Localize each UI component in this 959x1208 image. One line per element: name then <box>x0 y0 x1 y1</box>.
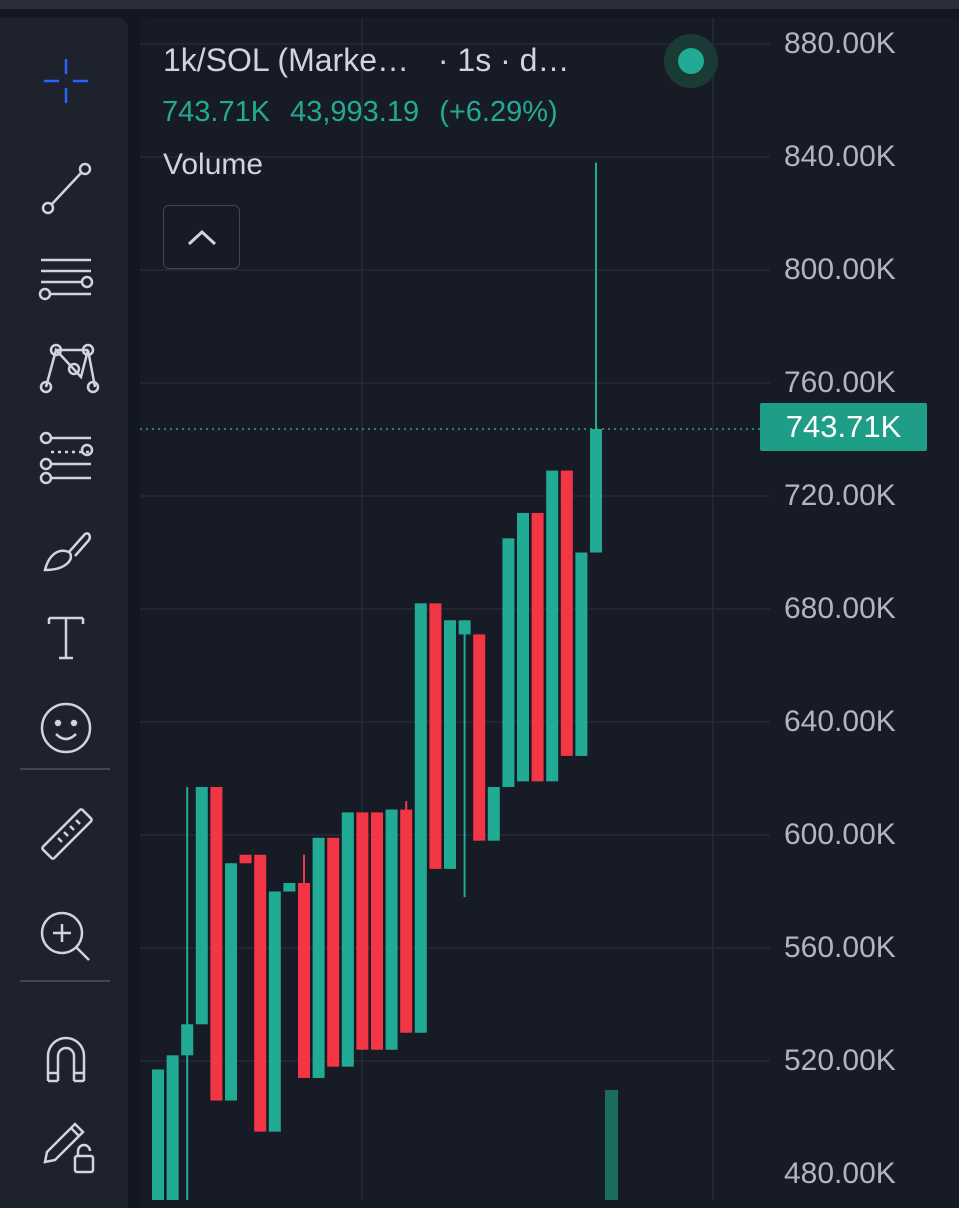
candle-body <box>341 812 354 1067</box>
candle-body <box>575 552 588 756</box>
candle-body <box>283 883 296 892</box>
price-axis-label: 680.00K <box>784 592 896 625</box>
candle-body <box>371 812 383 1050</box>
candle-body <box>546 470 559 782</box>
price-axis-label: 760.00K <box>784 366 896 399</box>
candle-body <box>502 538 515 787</box>
change-percent: (+6.29%) <box>439 96 558 128</box>
candle-body <box>239 854 252 864</box>
volume-bar <box>605 1090 618 1200</box>
candle-body <box>385 809 398 1050</box>
price-axis-label: 880.00K <box>784 27 896 60</box>
ruler-icon[interactable] <box>14 798 118 872</box>
candle-body <box>356 812 369 1050</box>
change-absolute: 43,993.19 <box>290 96 420 128</box>
candle-body <box>400 809 413 1033</box>
emoji-icon[interactable] <box>14 690 118 764</box>
collapse-legend-button[interactable] <box>163 205 240 269</box>
interval-label: · 1s · d… <box>437 42 570 78</box>
legend-title[interactable]: 1k/SOL (Marke… · 1s · d… <box>163 42 569 79</box>
last-price: 743.71K <box>162 96 271 128</box>
toolbar-divider <box>20 768 110 770</box>
price-axis-label: 720.00K <box>784 479 896 512</box>
legend-values: 743.71K 43,993.19 (+6.29%) <box>162 96 570 129</box>
top-border <box>0 0 959 9</box>
price-axis-label: 800.00K <box>784 253 896 286</box>
drawing-toolbar <box>0 18 128 1208</box>
lock-drawings-icon[interactable] <box>14 1108 118 1182</box>
trend-line-icon[interactable] <box>14 150 118 224</box>
candle-body <box>458 620 471 635</box>
candle-body <box>166 1055 179 1200</box>
candle-body <box>225 863 237 1101</box>
candle-body <box>195 786 208 1025</box>
symbol-name: 1k/SOL (Marke… <box>163 42 409 78</box>
price-axis-label: 520.00K <box>784 1044 896 1077</box>
zoom-in-icon[interactable] <box>14 898 118 972</box>
candle-body <box>254 854 267 1132</box>
candle-body <box>312 837 325 1078</box>
price-axis-label: 600.00K <box>784 818 896 851</box>
magnet-icon[interactable] <box>14 1021 118 1095</box>
brush-icon[interactable] <box>14 510 118 584</box>
candle-body <box>268 891 281 1132</box>
candle-body <box>473 634 486 841</box>
candle-body <box>152 1069 164 1200</box>
candle-body <box>517 512 529 782</box>
candle-body <box>560 470 573 756</box>
price-axis-label: 480.00K <box>784 1157 896 1190</box>
candle-body <box>298 883 310 1078</box>
toolbar-divider <box>20 980 110 982</box>
candle-body <box>444 620 456 869</box>
fib-retracement-icon[interactable] <box>14 420 118 494</box>
candle-body <box>531 512 544 782</box>
candle-body <box>210 786 223 1101</box>
price-axis-label: 840.00K <box>784 140 896 173</box>
current-price-tag: 743.71K <box>760 403 927 451</box>
candle-body <box>487 786 500 841</box>
chevron-up-icon <box>187 229 216 246</box>
candle-body <box>429 603 442 869</box>
text-icon[interactable] <box>14 600 118 674</box>
candle-body <box>414 603 427 1033</box>
pattern-icon[interactable] <box>14 330 118 404</box>
price-axis-label: 560.00K <box>784 931 896 964</box>
price-axis-label: 640.00K <box>784 705 896 738</box>
candle-body <box>327 837 340 1067</box>
horizontal-lines-icon[interactable] <box>14 240 118 314</box>
candle-body <box>181 1024 194 1056</box>
market-status-indicator[interactable] <box>664 34 718 88</box>
volume-label: Volume <box>163 148 264 181</box>
candle-body <box>590 429 602 553</box>
crosshair-icon[interactable] <box>14 44 118 118</box>
